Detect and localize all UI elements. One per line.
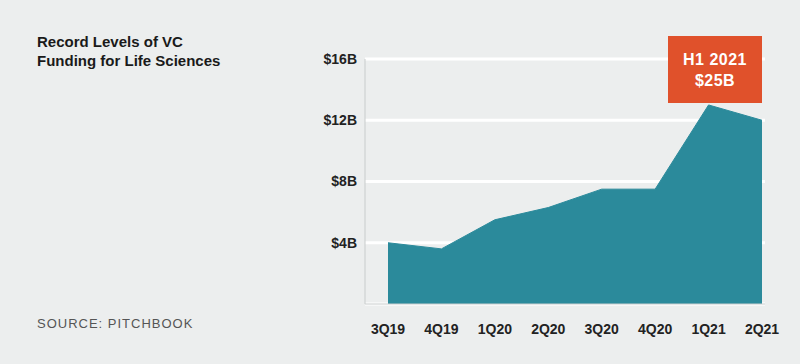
svg-text:2Q20: 2Q20 — [531, 321, 565, 337]
svg-text:$16B: $16B — [324, 51, 357, 67]
svg-text:$12B: $12B — [324, 112, 357, 128]
svg-text:1Q20: 1Q20 — [478, 321, 512, 337]
svg-text:4Q20: 4Q20 — [638, 321, 672, 337]
svg-text:$8B: $8B — [331, 173, 357, 189]
html-text:H1 2021: H1 2021 — [683, 50, 747, 68]
svg-text:1Q21: 1Q21 — [691, 321, 725, 337]
svg-text:3Q19: 3Q19 — [371, 321, 405, 337]
html-text:$25B: $25B — [694, 71, 736, 89]
html-text:SOURCE: PITCHBOOK: SOURCE: PITCHBOOK — [37, 316, 194, 331]
svg-text:3Q20: 3Q20 — [585, 321, 619, 337]
svg-text:$4B: $4B — [331, 235, 357, 251]
html-text:Record Levels of VC Funding fo: Record Levels of VC Funding for Life Sci… — [37, 33, 221, 69]
svg-text:4Q19: 4Q19 — [424, 321, 458, 337]
svg-text:2Q21: 2Q21 — [745, 321, 779, 337]
